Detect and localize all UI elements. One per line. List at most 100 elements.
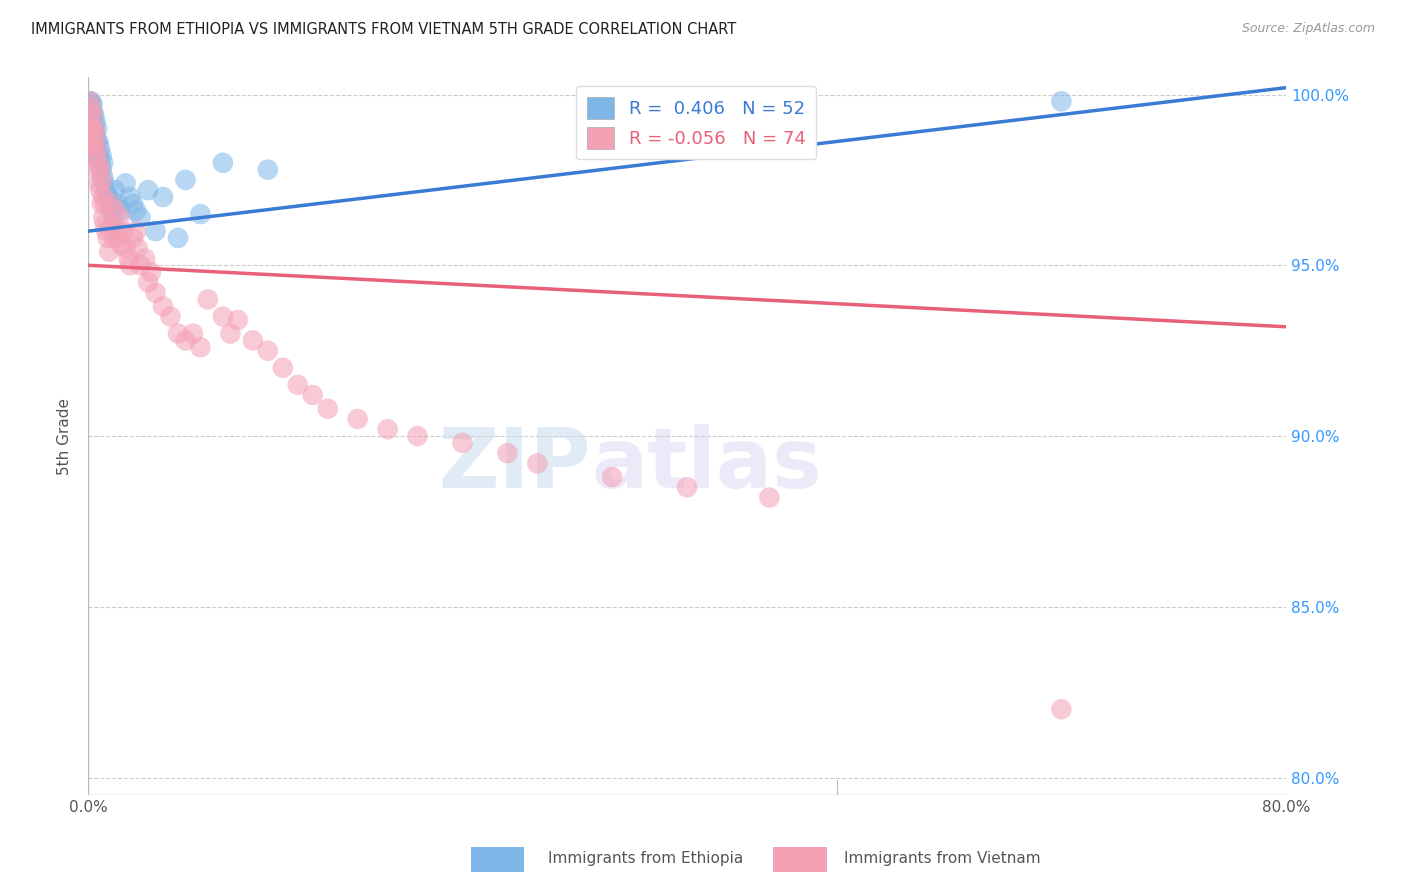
- Point: [84, 128, 107, 143]
- Point: [80, 101, 103, 115]
- Point: [152, 299, 174, 313]
- Point: [82, 121, 104, 136]
- Point: [82, 121, 104, 136]
- Point: [105, 224, 128, 238]
- Point: [91, 190, 114, 204]
- Point: [79, 95, 101, 109]
- Point: [406, 429, 429, 443]
- Point: [101, 217, 124, 231]
- Point: [82, 115, 104, 129]
- Text: Immigrants from Vietnam: Immigrants from Vietnam: [844, 851, 1040, 865]
- Point: [90, 162, 112, 177]
- Point: [212, 156, 235, 170]
- Point: [120, 258, 142, 272]
- Point: [219, 326, 242, 341]
- Point: [110, 237, 132, 252]
- Point: [100, 196, 122, 211]
- Point: [256, 343, 278, 358]
- Point: [127, 241, 149, 255]
- Point: [80, 115, 103, 129]
- Point: [122, 231, 145, 245]
- Point: [98, 244, 121, 259]
- Point: [82, 138, 104, 153]
- Point: [136, 276, 159, 290]
- Point: [145, 224, 167, 238]
- Point: [101, 203, 124, 218]
- Point: [107, 196, 129, 211]
- Text: Immigrants from Ethiopia: Immigrants from Ethiopia: [548, 851, 744, 865]
- Point: [159, 310, 181, 324]
- Point: [79, 95, 101, 109]
- Point: [129, 211, 152, 225]
- Point: [190, 340, 212, 354]
- Point: [167, 231, 190, 245]
- Point: [90, 196, 112, 211]
- Point: [377, 422, 399, 436]
- Point: [111, 224, 134, 238]
- Point: [80, 121, 103, 136]
- Point: [83, 136, 105, 150]
- Point: [93, 177, 115, 191]
- Point: [86, 136, 108, 150]
- Point: [91, 156, 114, 170]
- Point: [84, 142, 107, 156]
- Point: [114, 177, 136, 191]
- Point: [87, 177, 110, 191]
- Point: [145, 285, 167, 300]
- Point: [197, 293, 219, 307]
- Point: [114, 241, 136, 255]
- Point: [174, 173, 197, 187]
- Point: [82, 104, 104, 119]
- Text: IMMIGRANTS FROM ETHIOPIA VS IMMIGRANTS FROM VIETNAM 5TH GRADE CORRELATION CHART: IMMIGRANTS FROM ETHIOPIA VS IMMIGRANTS F…: [31, 22, 737, 37]
- Point: [89, 162, 111, 177]
- Point: [451, 436, 474, 450]
- Point: [86, 162, 108, 177]
- Point: [1050, 702, 1073, 716]
- Point: [100, 196, 122, 211]
- Point: [316, 401, 339, 416]
- Point: [90, 149, 112, 163]
- Point: [226, 313, 249, 327]
- Point: [103, 211, 125, 225]
- Y-axis label: 5th Grade: 5th Grade: [58, 398, 72, 475]
- Point: [79, 108, 101, 122]
- Point: [90, 173, 112, 187]
- Point: [167, 326, 190, 341]
- Point: [79, 121, 101, 136]
- Point: [107, 231, 129, 245]
- Point: [190, 207, 212, 221]
- Point: [104, 183, 127, 197]
- Point: [94, 183, 117, 197]
- Point: [83, 121, 105, 136]
- Point: [301, 388, 323, 402]
- Point: [80, 95, 103, 109]
- Point: [79, 101, 101, 115]
- Point: [242, 334, 264, 348]
- Point: [104, 203, 127, 218]
- Point: [117, 252, 139, 266]
- Point: [97, 231, 120, 245]
- Point: [256, 162, 278, 177]
- Point: [526, 456, 548, 470]
- Point: [125, 224, 148, 238]
- Point: [152, 190, 174, 204]
- Point: [103, 231, 125, 245]
- Point: [108, 211, 131, 225]
- Point: [79, 108, 101, 122]
- Point: [93, 217, 115, 231]
- Point: [134, 252, 156, 266]
- Point: [80, 138, 103, 153]
- Point: [82, 97, 104, 112]
- Point: [676, 480, 699, 494]
- Point: [181, 326, 204, 341]
- Point: [94, 224, 117, 238]
- Text: ZIP: ZIP: [439, 425, 592, 505]
- Point: [86, 142, 108, 156]
- Point: [84, 115, 107, 129]
- Point: [129, 258, 152, 272]
- Point: [139, 265, 162, 279]
- Point: [110, 203, 132, 218]
- Point: [83, 108, 105, 122]
- Point: [84, 128, 107, 143]
- Point: [271, 360, 294, 375]
